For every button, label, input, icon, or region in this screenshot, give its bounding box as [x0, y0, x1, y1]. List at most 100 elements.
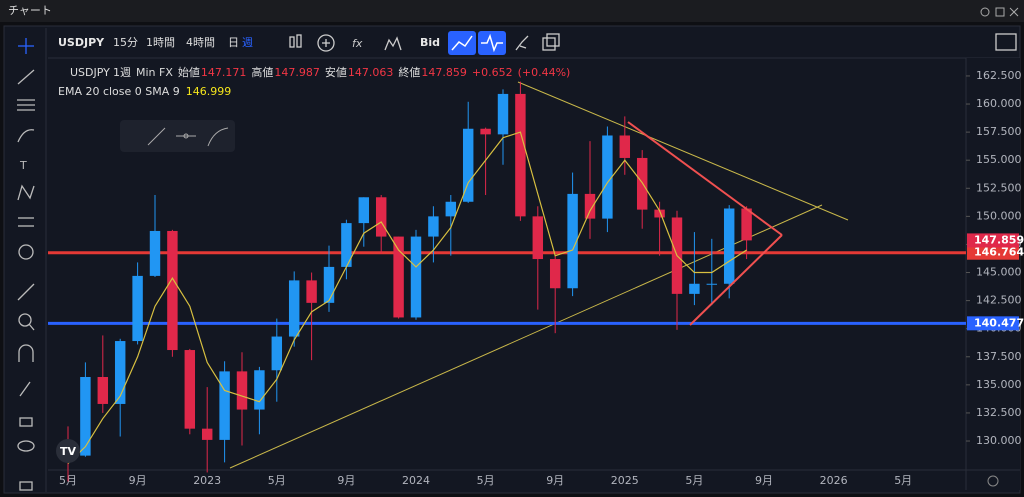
legend-high: 147.987 — [274, 66, 320, 79]
y-tick-label: 137.500 — [976, 350, 1022, 363]
y-tick-label: 157.500 — [976, 125, 1022, 138]
price-tag — [967, 245, 1019, 260]
candle-body — [602, 135, 613, 219]
candle-body — [619, 135, 631, 158]
x-tick-label: 9月 — [337, 474, 355, 487]
candle-body — [480, 128, 491, 135]
window-controls[interactable] — [980, 7, 1019, 17]
candle-body — [306, 280, 317, 303]
icon — [481, 33, 503, 53]
candle-body — [654, 209, 665, 218]
x-tick-label: 5月 — [685, 474, 703, 487]
interval-button[interactable]: 1時間 — [146, 36, 175, 49]
candle-body — [410, 236, 422, 318]
candle-body — [271, 336, 283, 371]
candle-body — [741, 208, 752, 241]
candle-body — [723, 208, 735, 284]
candle-body — [689, 283, 700, 294]
logo-text: TV — [60, 445, 77, 458]
y-tick-label: 130.000 — [976, 434, 1022, 447]
svg-text:fx: fx — [352, 37, 363, 50]
toolbar-icons[interactable]: fx — [289, 33, 1017, 52]
y-tick-label: 145.000 — [976, 266, 1022, 279]
candle-body — [97, 376, 109, 404]
x-tick-label: 2026 — [820, 474, 848, 487]
candle-body — [393, 236, 404, 318]
legend-open: 147.171 — [201, 66, 247, 79]
chart-type-button[interactable] — [448, 31, 476, 55]
trend-line — [229, 204, 823, 469]
candle-body — [567, 193, 578, 289]
y-tick-label: 142.500 — [976, 294, 1022, 307]
y-tick-label: 155.000 — [976, 153, 1022, 166]
price-tag — [967, 316, 1019, 331]
candle-body — [149, 230, 161, 276]
legend-low: 147.063 — [348, 66, 394, 79]
trend-line — [517, 81, 849, 221]
drawing-toolbar[interactable]: T — [17, 38, 35, 491]
price-source[interactable]: Bid — [420, 36, 440, 49]
legend-open-label: 始値 — [178, 65, 200, 79]
interval-button[interactable]: 15分 — [113, 36, 138, 49]
interval-button[interactable]: 週 — [242, 36, 253, 49]
interval-button[interactable]: 4時間 — [186, 36, 215, 49]
candle-body — [236, 371, 248, 410]
candle-body — [254, 370, 265, 410]
trend-line — [689, 234, 783, 326]
price-tag-label: 146.764 — [974, 246, 1024, 259]
candle-body — [80, 376, 91, 456]
x-tick-label: 5月 — [477, 474, 495, 487]
indicator-name: EMA 20 close 0 SMA 9 — [58, 85, 180, 98]
y-tick-label: 160.000 — [976, 97, 1022, 110]
candle-body — [201, 428, 213, 440]
candle-body — [515, 93, 526, 217]
svg-text:T: T — [19, 159, 27, 172]
y-tick-label: 150.000 — [976, 209, 1022, 222]
candle-body — [288, 280, 300, 337]
candle-body — [114, 341, 126, 404]
icon — [451, 35, 473, 51]
title-bar — [0, 0, 1024, 22]
candle-body — [167, 230, 178, 351]
x-tick-label: 9月 — [755, 474, 773, 487]
candle-body — [584, 193, 596, 219]
candle-body — [445, 201, 457, 217]
candle-body — [462, 128, 474, 202]
trend-line — [627, 121, 783, 236]
x-tick-label: 2025 — [611, 474, 639, 487]
x-tick-label: 2023 — [193, 474, 221, 487]
ema-line — [67, 131, 747, 464]
x-tick-label: 2024 — [402, 474, 430, 487]
x-tick-label: 9月 — [546, 474, 564, 487]
price-tag-label: 140.477 — [974, 316, 1024, 329]
legend-close-label: 終値 — [398, 65, 420, 79]
price-axis — [966, 58, 1020, 490]
y-tick-label: 162.500 — [976, 69, 1022, 82]
candle-body — [375, 197, 387, 237]
candle-body — [706, 283, 718, 285]
candle-body — [358, 197, 370, 224]
legend-high-label: 高値 — [251, 65, 273, 79]
candle-body — [532, 216, 544, 260]
interval-button[interactable]: 日 — [228, 36, 239, 49]
legend-symbol: USDJPY — [70, 66, 110, 79]
legend-source: Min FX — [136, 66, 173, 79]
candle-body — [497, 93, 509, 135]
candle-body — [132, 275, 143, 342]
y-tick-label: 132.500 — [976, 406, 1022, 419]
candle-body — [184, 350, 196, 429]
candle-body — [341, 223, 352, 267]
legend-low-label: 安値 — [325, 65, 347, 79]
x-tick-label: 9月 — [129, 474, 147, 487]
x-tick-label: 5月 — [894, 474, 912, 487]
symbol[interactable]: USDJPY — [58, 36, 105, 49]
indicator-value: 146.999 — [186, 85, 232, 98]
floating-tools[interactable] — [147, 127, 229, 147]
window-title: チャート — [8, 4, 52, 17]
y-tick-label: 135.000 — [976, 378, 1022, 391]
settings-icon[interactable] — [987, 475, 999, 487]
legend-change: +0.652 — [472, 66, 513, 79]
y-tick-label: 152.500 — [976, 181, 1022, 194]
legend-close: 147.859 — [421, 66, 467, 79]
